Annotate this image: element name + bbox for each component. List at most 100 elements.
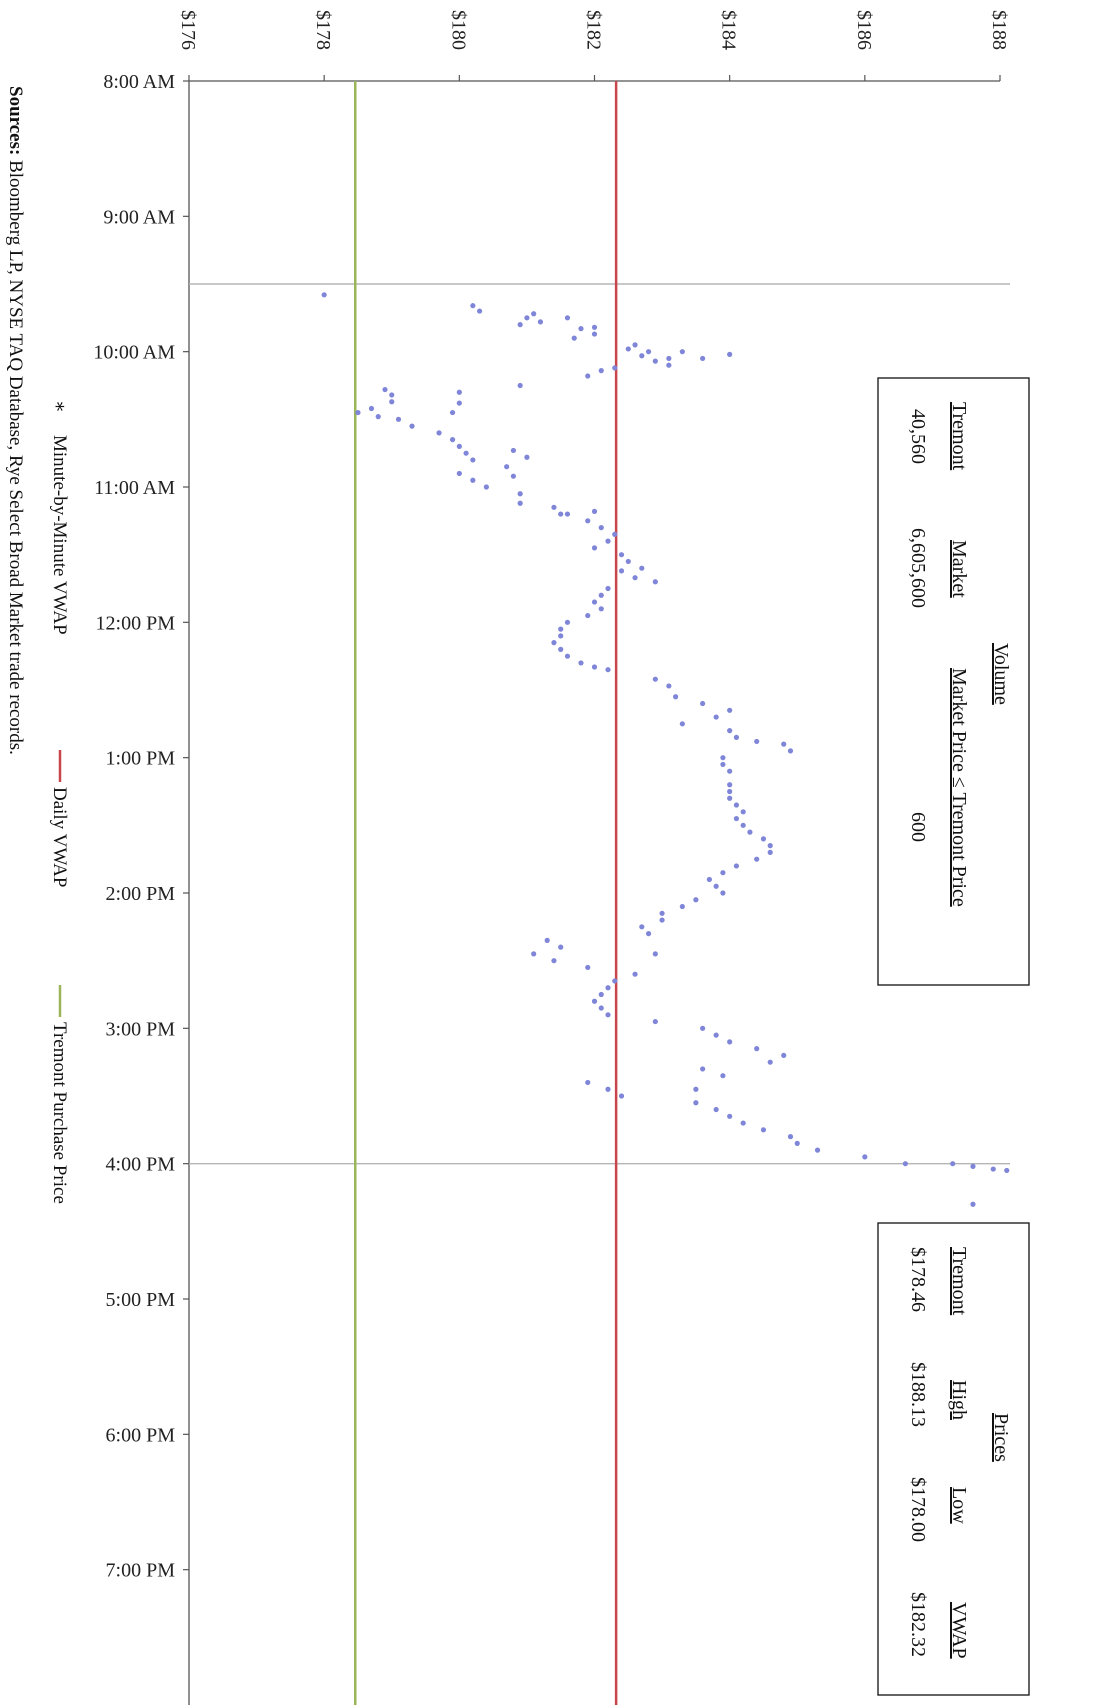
vwap-point bbox=[720, 1073, 726, 1079]
vwap-point bbox=[389, 399, 395, 405]
vwap-point bbox=[517, 500, 523, 506]
vwap-point bbox=[760, 1127, 767, 1133]
vwap-point bbox=[591, 331, 598, 337]
vwap-point bbox=[618, 552, 625, 558]
vwap-point bbox=[727, 707, 733, 713]
vwap-point bbox=[787, 1134, 794, 1140]
vwap-point bbox=[733, 815, 740, 822]
vwap-point bbox=[645, 349, 652, 355]
vwap-point bbox=[551, 958, 557, 964]
prices-box: Prices Tremont High Low VWAP $178.46 $188.13 $1… bbox=[877, 1222, 1030, 1696]
vwap-point bbox=[470, 303, 476, 309]
legend-daily-vwap-label: Daily VWAP bbox=[49, 787, 70, 887]
vwap-point bbox=[720, 890, 726, 896]
source-text: Sources: Bloomberg LP, NYSE TAQ Database… bbox=[5, 86, 26, 755]
vwap-point bbox=[564, 619, 571, 625]
vwap-point bbox=[727, 1113, 733, 1119]
vwap-point bbox=[713, 883, 719, 889]
price-tick-label: $184 bbox=[718, 10, 740, 50]
vwap-point bbox=[618, 568, 625, 574]
vwap-point bbox=[747, 829, 753, 835]
vwap-point bbox=[727, 795, 733, 801]
vwap-point bbox=[456, 389, 462, 395]
vwap-point bbox=[652, 579, 658, 585]
vwap-point bbox=[510, 473, 516, 479]
vwap-point bbox=[706, 876, 712, 883]
price-tick-label: $186 bbox=[853, 10, 875, 50]
time-tick-label: 11:00 AM bbox=[94, 477, 175, 499]
vwap-point bbox=[727, 788, 733, 795]
vwap-point bbox=[558, 633, 564, 639]
volume-box-value: 40,560 bbox=[907, 409, 929, 464]
vwap-point bbox=[605, 985, 611, 991]
vwap-point bbox=[700, 700, 706, 707]
vwap-point bbox=[591, 508, 598, 514]
vwap-point bbox=[591, 324, 598, 330]
vwap-point bbox=[652, 1018, 658, 1025]
volume-box-value: 6,605,600 bbox=[907, 528, 929, 608]
vwap-point bbox=[564, 653, 571, 659]
vwap-point bbox=[767, 1059, 773, 1065]
vwap-point bbox=[517, 491, 523, 497]
vwap-point bbox=[693, 1086, 699, 1092]
vwap-point bbox=[591, 545, 598, 551]
vwap-point bbox=[585, 373, 591, 379]
price-tick-label: $178 bbox=[312, 10, 334, 50]
vwap-point bbox=[679, 903, 685, 910]
vwap-point bbox=[544, 937, 550, 943]
vwap-point bbox=[321, 292, 327, 298]
vwap-point bbox=[950, 1161, 956, 1167]
prices-box-frame bbox=[877, 1222, 1030, 1696]
vwap-point bbox=[598, 991, 604, 998]
vwap-point bbox=[558, 944, 564, 950]
volume-box-header: Market Price ≤ Tremont Price bbox=[948, 668, 970, 907]
prices-box-title: Prices bbox=[990, 1413, 1012, 1462]
vwap-point bbox=[659, 917, 665, 923]
vwap-point bbox=[767, 849, 773, 856]
vwap-point bbox=[727, 1039, 733, 1045]
vwap-point bbox=[558, 646, 564, 653]
vwap-point bbox=[355, 409, 361, 416]
vwap-point bbox=[463, 450, 469, 456]
vwap-point bbox=[564, 315, 571, 321]
vwap-point bbox=[598, 606, 604, 612]
legend-tremont-label: Tremont Purchase Price bbox=[49, 1022, 70, 1204]
vwap-point bbox=[733, 802, 740, 808]
legend: ∗ Minute-by-Minute VWAP Daily VWAP Tremo… bbox=[49, 400, 70, 1204]
vwap-point bbox=[470, 457, 476, 463]
vwap-point bbox=[531, 951, 537, 957]
vwap-point bbox=[456, 443, 462, 449]
vwap-point bbox=[754, 738, 760, 745]
price-tick-label: $182 bbox=[583, 10, 605, 50]
vwap-point bbox=[787, 748, 794, 754]
vwap-point bbox=[368, 405, 375, 412]
vwap-point bbox=[585, 964, 591, 971]
vwap-point bbox=[470, 477, 476, 483]
vwap-point bbox=[449, 409, 456, 416]
vwap-point bbox=[375, 414, 381, 420]
vwap-point bbox=[578, 326, 584, 332]
vwap-point bbox=[537, 319, 544, 325]
vwap-point bbox=[456, 470, 462, 477]
vwap-point bbox=[564, 511, 571, 517]
vwap-point bbox=[659, 910, 665, 916]
vwap-point bbox=[740, 809, 746, 815]
prices-box-header: High bbox=[948, 1380, 970, 1420]
vwap-point bbox=[625, 558, 631, 565]
volume-box-value: 600 bbox=[907, 812, 929, 842]
vwap-point bbox=[558, 511, 564, 517]
vwap-point bbox=[673, 694, 679, 700]
volume-box-header: Tremont bbox=[948, 402, 970, 471]
vwap-point bbox=[612, 365, 618, 371]
vwap-point bbox=[760, 836, 767, 842]
vwap-point bbox=[483, 484, 489, 490]
vwap-point bbox=[652, 358, 658, 364]
vwap-point bbox=[558, 626, 564, 632]
vwap-point bbox=[632, 342, 638, 348]
prices-box-header: Low bbox=[948, 1487, 970, 1524]
vwap-point bbox=[781, 741, 787, 747]
vwap-point bbox=[598, 525, 604, 531]
vwap-point bbox=[794, 1140, 800, 1146]
vwap-point bbox=[666, 683, 672, 689]
vwap-point bbox=[652, 676, 658, 682]
